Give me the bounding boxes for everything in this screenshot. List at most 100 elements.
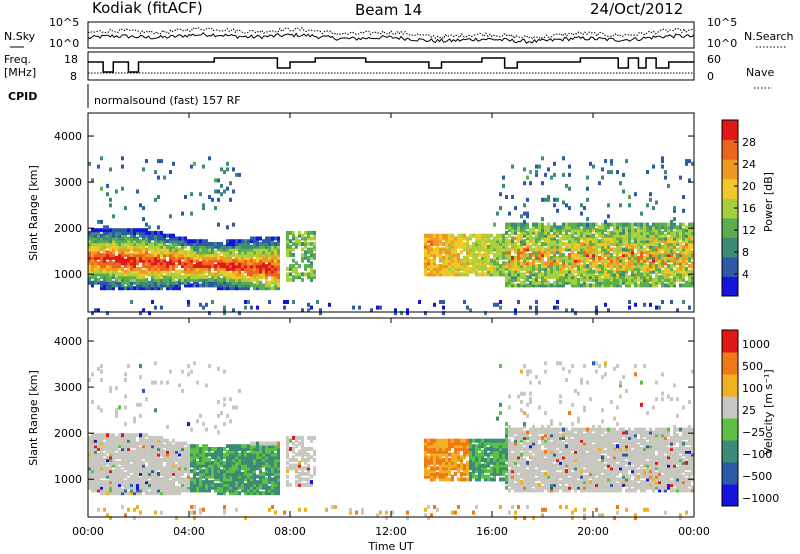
range-cell — [100, 364, 103, 369]
range-cell — [232, 277, 235, 282]
range-cell — [676, 275, 679, 280]
range-cell — [124, 405, 127, 410]
range-cell — [94, 435, 97, 440]
range-cell — [235, 283, 238, 288]
range-cell — [505, 195, 508, 199]
range-cell — [235, 466, 238, 471]
range-cell — [460, 474, 463, 479]
range-cell — [613, 242, 616, 246]
range-cell — [91, 455, 94, 460]
range-cell — [142, 449, 145, 454]
range-cell — [106, 474, 109, 479]
range-cell — [520, 225, 523, 230]
range-cell — [496, 242, 499, 246]
range-cell — [100, 280, 103, 285]
range-cell — [277, 447, 280, 451]
range-cell — [259, 471, 262, 476]
range-cell — [193, 242, 196, 246]
range-cell — [112, 458, 115, 462]
range-cell — [547, 247, 550, 252]
range-cell — [505, 438, 508, 443]
range-cell — [259, 272, 262, 277]
range-cell — [508, 272, 511, 277]
range-cell — [88, 266, 91, 271]
range-cell — [619, 250, 622, 255]
range-cell — [103, 458, 106, 462]
range-cell — [103, 230, 106, 235]
range-cell — [679, 236, 682, 241]
range-cell — [430, 253, 433, 257]
range-cell — [466, 469, 469, 474]
range-cell — [544, 277, 547, 282]
range-cell — [220, 258, 223, 263]
range-cell — [196, 471, 199, 476]
range-cell — [619, 264, 622, 269]
range-cell — [679, 253, 682, 257]
range-cell — [139, 482, 142, 487]
range-cell — [559, 269, 562, 274]
range-cell — [661, 244, 664, 249]
range-cell — [544, 172, 547, 177]
range-cell — [94, 455, 97, 460]
range-cell — [430, 236, 433, 241]
range-cell — [139, 447, 142, 451]
range-cell — [106, 266, 109, 271]
range-cell — [499, 466, 502, 471]
range-cell — [619, 277, 622, 282]
range-cell — [115, 255, 118, 260]
range-cell — [562, 242, 565, 246]
range-cell — [655, 225, 658, 230]
range-cell — [616, 250, 619, 255]
range-cell — [454, 458, 457, 462]
range-cell — [106, 458, 109, 462]
range-cell — [553, 283, 556, 288]
range-cell — [241, 250, 244, 255]
range-cell — [472, 250, 475, 255]
range-cell — [640, 247, 643, 252]
range-cell — [511, 261, 514, 266]
range-cell — [151, 485, 154, 490]
range-cell — [583, 258, 586, 263]
range-cell — [610, 272, 613, 277]
range-cell — [244, 286, 247, 291]
range-cell — [448, 258, 451, 263]
range-cell — [268, 452, 271, 457]
range-cell — [199, 264, 202, 269]
range-cell — [262, 272, 265, 277]
range-cell — [154, 239, 157, 244]
range-cell — [259, 466, 262, 471]
range-cell — [682, 275, 685, 280]
range-cell — [586, 266, 589, 271]
range-cell — [667, 247, 670, 252]
range-cell — [691, 264, 694, 269]
range-cell — [685, 283, 688, 288]
range-cell — [559, 275, 562, 280]
range-cell — [178, 242, 181, 246]
range-cell — [313, 471, 316, 476]
range-cell — [244, 491, 247, 496]
range-cell — [433, 463, 436, 468]
range-cell — [466, 255, 469, 260]
range-cell — [451, 474, 454, 479]
range-cell — [565, 272, 568, 277]
range-cell — [181, 466, 184, 471]
range-cell — [169, 280, 172, 285]
range-cell — [439, 466, 442, 471]
range-cell — [244, 466, 247, 471]
range-cell — [91, 266, 94, 271]
range-cell — [115, 408, 118, 413]
range-cell — [553, 250, 556, 255]
range-cell — [100, 228, 103, 233]
range-cell — [457, 444, 460, 449]
range-cell — [691, 222, 694, 227]
range-cell — [142, 466, 145, 471]
range-cell — [235, 480, 238, 485]
range-cell — [142, 242, 145, 246]
range-cell — [640, 239, 643, 244]
range-cell — [271, 463, 274, 468]
range-cell — [475, 255, 478, 260]
range-cell — [307, 230, 310, 235]
range-cell — [571, 233, 574, 238]
range-cell — [643, 242, 646, 246]
range-cell — [619, 228, 622, 233]
